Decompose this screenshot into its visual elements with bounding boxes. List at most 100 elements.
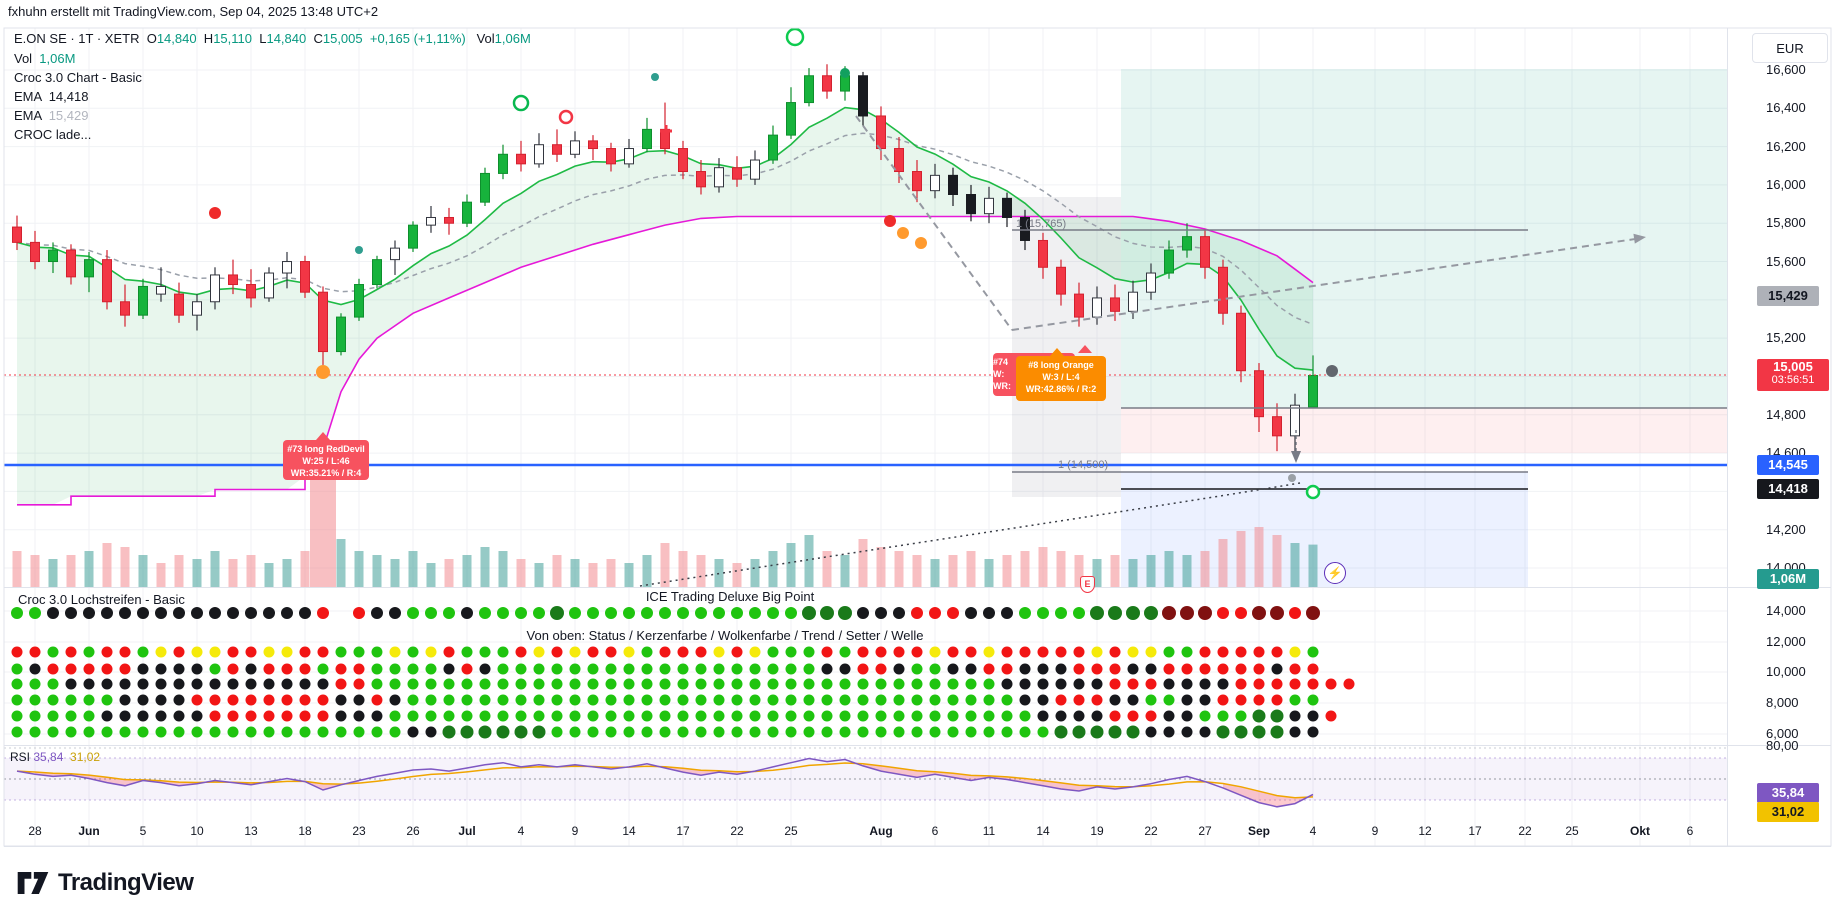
croc-dot-kerzenfarbe [713,646,725,658]
candle-body [696,171,706,188]
croc-dot-welle-2 [119,726,131,738]
signal-marker-circle [558,109,574,125]
croc-dot-status [29,607,41,619]
croc-dot-kerzenfarbe [785,646,797,658]
legend-row-1[interactable]: Vol 1,06M [14,51,75,66]
croc-dot-trend [173,678,185,690]
croc-dot-welle [929,710,941,722]
time-label: 23 [352,824,366,838]
croc-dot-trend [353,678,365,690]
croc-dot-welle-2 [1234,725,1248,739]
e-shield-icon[interactable]: E [1080,576,1095,593]
croc-dot-status [371,607,383,619]
croc-dot-trend [155,678,167,690]
croc-dot-setter [731,694,743,706]
croc-dot-wolkenfarbe [929,663,941,675]
currency-button[interactable]: EUR [1752,33,1828,63]
croc-dot-trend [1055,678,1067,690]
croc-dot-trend [209,678,221,690]
croc-dot-welle-2 [731,726,743,738]
volume-bar [768,551,778,587]
croc-dot-kerzenfarbe [1181,646,1193,658]
legend-segment: 1,06M [494,31,531,46]
croc-dot-status [659,607,671,619]
croc-dot-wolkenfarbe [695,663,707,675]
croc-dot-kerzenfarbe [803,646,815,658]
croc-dot-setter [11,694,23,706]
legend-segment: 14,418 [48,89,89,104]
countdown-timer: 03:56:51 [1771,374,1815,386]
price-label: 14,200 [1766,521,1806,537]
croc-dot-kerzenfarbe [1163,646,1175,658]
croc-dot-kerzenfarbe [29,646,41,658]
croc-dot-status [820,606,834,620]
croc-dot-wolkenfarbe [191,663,203,675]
volume-bar [1110,555,1120,587]
croc-dot-wolkenfarbe [335,663,347,675]
croc-dot-setter [137,694,149,706]
croc-dot-status [1217,607,1229,619]
croc-dot-kerzenfarbe [1091,646,1103,658]
croc-dot-trend [605,678,617,690]
volume-bar [138,555,148,587]
croc-dot-kerzenfarbe [641,646,653,658]
croc-dot-trend [335,678,347,690]
croc-dot-welle [767,710,779,722]
croc-dot-welle-2 [893,726,905,738]
volume-bar [12,551,22,587]
candle-body [768,134,778,161]
croc-dot-welle-2 [767,726,779,738]
legend-row-4[interactable]: EMA 15,429 [14,108,88,123]
croc-dot-trend [857,678,869,690]
tradingview-logo-text: TradingView [58,869,194,896]
volume-bar [984,559,994,587]
rsi-legend[interactable]: RSI 35,84 31,02 [10,750,100,764]
dashed-trend-line [855,115,1013,331]
croc-dot-status [983,607,995,619]
tradingview-logo[interactable]: TradingView [16,868,194,898]
croc-dot-welle [497,710,509,722]
rsi-label: RSI [10,750,34,764]
croc-dot-status [1073,607,1085,619]
candle-body [1182,236,1192,251]
croc-dot-wolkenfarbe [767,663,779,675]
croc-dot-welle [713,710,725,722]
croc-dot-welle-2 [65,726,77,738]
legend-segment: O [146,31,157,46]
legend-row-5[interactable]: CROC lade... [14,127,91,142]
legend-row-0[interactable]: E.ON SE · 1T · XETR O14,840 H15,110 L14,… [14,31,531,46]
croc-dot-trend [191,678,203,690]
croc-dot-wolkenfarbe [443,663,455,675]
croc-dot-trend [1127,678,1139,690]
croc-dot-status [1289,607,1301,619]
label-8-orange[interactable]: #8 long Orange W:3 / L:4 WR:42.86% / R:2 [1016,356,1106,401]
volume-bar [336,539,346,587]
lightning-icon[interactable]: ⚡ [1324,562,1346,584]
croc-dot-welle-2 [29,726,41,738]
croc-dot-welle-2 [263,726,275,738]
croc-dot-status [299,607,311,619]
volume-bar [1218,539,1228,587]
croc-dot-setter [767,694,779,706]
trade-label-line: #74 [993,357,1009,367]
arrowhead [1291,451,1301,463]
croc-dot-welle-2 [1252,725,1266,739]
time-label: 13 [244,824,258,838]
label-73-redDevil[interactable]: #73 long RedDevil W:25 / L:46 WR:35.21% / … [283,440,369,480]
candle-body [84,259,94,278]
trade-label-line: #73 long RedDevil [287,444,365,454]
croc-dot-status [461,607,473,619]
candle-body [498,153,508,174]
volume-bar [1290,543,1300,587]
croc-dot-status [605,607,617,619]
croc-dot-status [173,607,185,619]
legend-row-3[interactable]: EMA 14,418 [14,89,88,104]
croc-dot-trend [137,678,149,690]
croc-dot-welle [623,710,635,722]
volume-bar [282,559,292,587]
croc-dot-wolkenfarbe [101,663,113,675]
croc-dot-wolkenfarbe [623,663,635,675]
legend-row-2[interactable]: Croc 3.0 Chart - Basic [14,70,142,85]
croc-dot-welle [893,710,905,722]
